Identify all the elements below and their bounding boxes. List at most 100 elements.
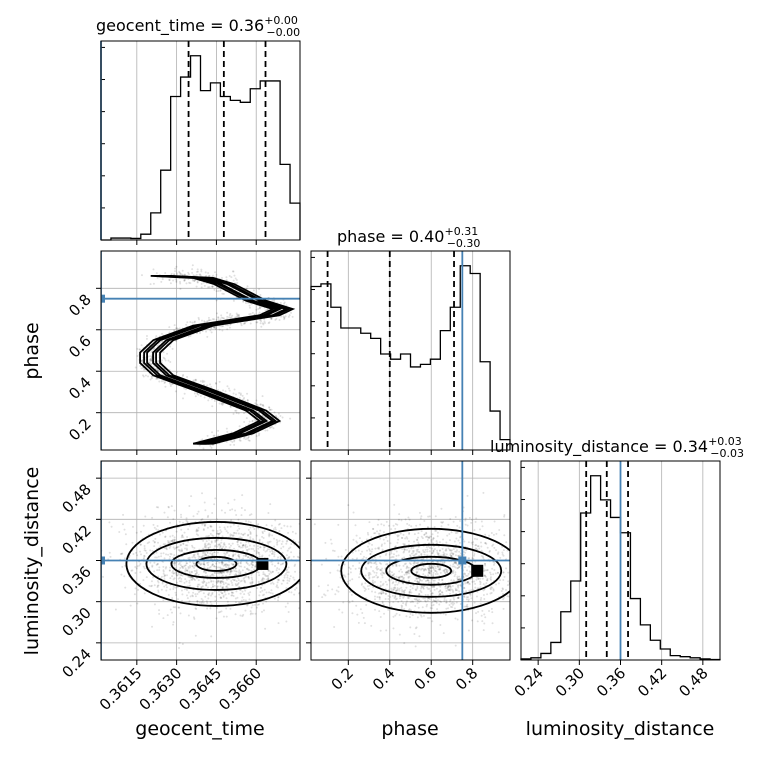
sample-point [417, 581, 420, 584]
sample-point [436, 573, 439, 576]
sample-point [242, 549, 245, 552]
sample-point [442, 569, 445, 572]
sample-point [145, 335, 148, 338]
sample-point [403, 592, 406, 595]
sample-point [266, 429, 269, 432]
sample-point [215, 562, 218, 565]
sample-point [264, 574, 267, 577]
sample-point [395, 554, 398, 557]
sample-point [402, 579, 405, 582]
sample-point [206, 601, 209, 604]
sample-point [191, 546, 194, 549]
sample-point [153, 347, 156, 350]
sample-point [235, 557, 238, 560]
sample-point [239, 541, 242, 544]
sample-point [219, 289, 222, 292]
sample-point [191, 595, 194, 598]
sample-point [513, 534, 515, 536]
x-tick-label: 0.42 [634, 664, 670, 700]
sample-point [422, 567, 425, 570]
sample-point [373, 571, 376, 574]
sample-point [483, 562, 486, 565]
sample-point [397, 600, 400, 603]
sample-point [393, 573, 396, 576]
sample-point [267, 308, 270, 311]
sample-point [175, 530, 178, 533]
sample-point [175, 371, 178, 374]
sample-point [258, 574, 261, 577]
sample-point [290, 542, 293, 545]
sample-point [217, 429, 220, 432]
sample-point [318, 574, 320, 576]
sample-point [140, 360, 143, 363]
sample-point [264, 309, 267, 312]
sample-point [414, 605, 417, 608]
sample-point [511, 572, 513, 574]
sample-point [265, 591, 268, 594]
sample-point [194, 573, 197, 576]
sample-point [398, 570, 401, 573]
sample-point [303, 573, 305, 575]
sample-point [118, 531, 121, 534]
sample-point [408, 524, 411, 527]
sample-point [425, 535, 428, 538]
sample-point [271, 534, 274, 537]
sample-point [351, 578, 354, 581]
sample-point [479, 541, 482, 544]
sample-point [372, 586, 375, 589]
sample-point [389, 542, 392, 545]
histogram-step-phase [310, 265, 511, 450]
sample-point [171, 539, 174, 542]
sample-point [428, 564, 431, 567]
sample-point [250, 576, 253, 579]
sample-point [454, 644, 457, 647]
sample-point [215, 273, 218, 276]
sample-point [419, 614, 422, 617]
sample-point [184, 544, 187, 547]
sample-point [153, 584, 156, 587]
sample-point [204, 509, 207, 512]
sample-point [347, 582, 350, 585]
sample-point [489, 588, 492, 591]
sample-point [467, 572, 470, 575]
sample-point [553, 568, 555, 570]
sample-point [445, 541, 448, 544]
sample-point [258, 306, 261, 309]
sample-point [222, 402, 225, 405]
sample-point [324, 594, 327, 597]
sample-point [209, 329, 212, 332]
sample-point [197, 555, 200, 558]
sample-point [266, 548, 269, 551]
sample-point [381, 600, 384, 603]
sample-point [440, 591, 443, 594]
sample-point [246, 437, 249, 440]
sample-point [206, 320, 209, 323]
sample-point [133, 593, 136, 596]
sample-point [230, 519, 233, 522]
sample-point [370, 550, 373, 553]
sample-point [523, 556, 525, 558]
sample-point [417, 536, 420, 539]
sample-point [143, 549, 146, 552]
sample-point [171, 347, 174, 350]
sample-point [462, 586, 465, 589]
sample-point [261, 576, 264, 579]
sample-point [449, 552, 452, 555]
sample-point [448, 549, 451, 552]
sample-point [422, 550, 425, 553]
title-sup-geocent_time: +0.00 [264, 14, 298, 27]
sample-point [482, 629, 485, 632]
sample-point [234, 572, 237, 575]
sample-point [211, 573, 214, 576]
sample-point [251, 557, 254, 560]
sample-point [200, 562, 203, 565]
sample-point [196, 268, 199, 271]
sample-point [396, 541, 399, 544]
sample-point [475, 548, 478, 551]
sample-point [379, 568, 382, 571]
ylabel-phase: phase [21, 322, 43, 379]
sample-point [214, 497, 217, 500]
sample-point [417, 532, 420, 535]
sample-point [270, 552, 273, 555]
sample-point [423, 553, 426, 556]
